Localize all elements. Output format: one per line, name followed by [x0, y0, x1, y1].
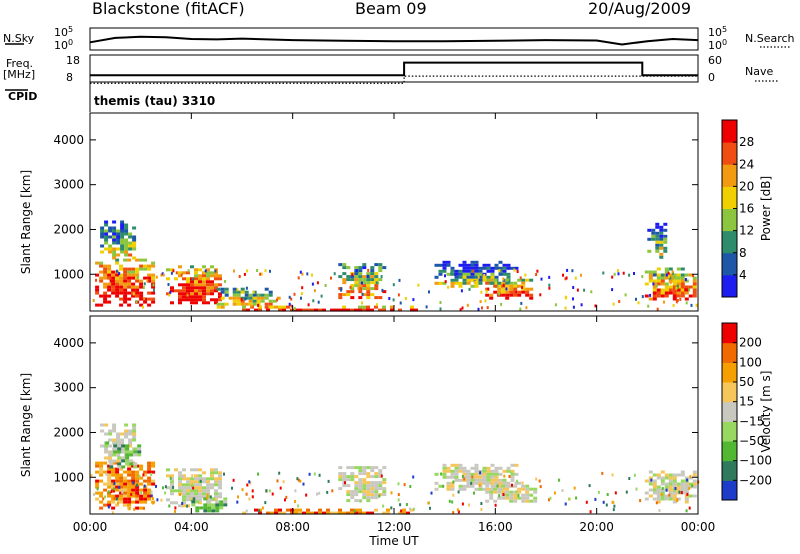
colorbar-label-velocity-3: 15 [739, 395, 754, 409]
echo-region-velocity-5 [338, 466, 387, 503]
colorbar-cell-power-6 [722, 142, 737, 165]
xtick-label-1: 04:00 [174, 520, 209, 534]
echo-region-power-3 [216, 287, 281, 309]
beam-title: Beam 09 [355, 0, 427, 18]
freq-label: Freq. [6, 57, 34, 70]
cpid-label: CPID [8, 90, 38, 103]
xtick-label-3: 12:00 [377, 520, 412, 534]
panel-frame-power [89, 112, 699, 312]
nsky-tick-bottom: 100 [54, 38, 73, 52]
colorbar-label-power-3: 16 [739, 202, 754, 216]
echo-speckles-velocity [90, 471, 700, 515]
echo-region-velocity-3 [191, 497, 228, 513]
ylabel-power: Slant Range [km] [19, 170, 33, 274]
colorbar-label-velocity-4: −15 [739, 414, 764, 428]
colorbar-cell-power-4 [722, 186, 737, 209]
echo-region-power-6 [434, 260, 519, 288]
colorbar-cell-velocity-4 [722, 401, 737, 422]
freq-panel-frame [89, 54, 699, 83]
echo-region-power-9 [647, 222, 668, 259]
nave-tick-top: 60 [708, 54, 722, 67]
ytick-label-velocity-1: 2000 [53, 425, 84, 439]
colorbar-cell-velocity-6 [722, 362, 737, 383]
ytick-label-power-2: 3000 [53, 178, 84, 192]
nave-label: Nave [745, 65, 774, 78]
echo-region-velocity-9 [105, 441, 142, 469]
colorbar-cell-power-2 [722, 230, 737, 254]
colorbar-frame-velocity [721, 322, 738, 501]
nsky-panel-frame [89, 27, 699, 51]
colorbar-label-power-4: 20 [739, 179, 754, 193]
nsearch-tick-top: 105 [708, 25, 727, 39]
echo-region-power-5 [338, 263, 387, 300]
ytick-label-power-1: 2000 [53, 222, 84, 236]
echo-region-velocity-2 [166, 468, 222, 508]
cpid-value: themis (tau) 3310 [94, 94, 216, 108]
colorbar-cell-power-1 [722, 252, 737, 276]
colorbar-label-velocity-1: 100 [739, 355, 762, 369]
nsky-label: N.Sky [3, 32, 35, 45]
xlabel: Time UT [368, 534, 419, 548]
colorbar-label-velocity-2: 50 [739, 375, 754, 389]
ytick-label-velocity-3: 4000 [53, 336, 84, 350]
colorbar-label-velocity-7: −200 [739, 473, 772, 487]
colorbar-label-power-2: 12 [739, 224, 754, 238]
freq-tick-top: 18 [66, 54, 80, 67]
echo-region-velocity-0 [95, 461, 156, 510]
colorbar-title-velocity: Velocity [m s] [759, 370, 773, 452]
colorbar-label-power-1: 8 [739, 246, 747, 260]
nsearch-label: N.Search [745, 32, 795, 45]
echo-region-power-2 [166, 265, 222, 305]
echo-region-power-4 [242, 305, 418, 312]
colorbar-cell-velocity-5 [722, 382, 737, 403]
colorbar-label-power-5: 24 [739, 157, 754, 171]
colorbar-label-velocity-6: −100 [739, 454, 772, 468]
echo-speckles-power [92, 268, 698, 312]
xtick-label-0: 00:00 [73, 520, 108, 534]
xtick-label-6: 00:00 [681, 520, 716, 534]
ytick-label-velocity-0: 1000 [53, 470, 84, 484]
colorbar-cell-power-7 [722, 120, 737, 143]
ylabel-velocity: Slant Range [km] [19, 373, 33, 477]
ytick-label-power-0: 1000 [53, 267, 84, 281]
ytick-label-power-3: 4000 [53, 133, 84, 147]
colorbar-label-power-0: 4 [739, 268, 747, 282]
colorbar-title-power: Power [dB] [759, 176, 773, 241]
date-title: 20/Aug/2009 [588, 0, 692, 18]
colorbar-cell-power-0 [722, 274, 737, 298]
freq-unit-label: [MHz] [3, 68, 36, 81]
nsky-series-line [89, 35, 699, 46]
xtick-label-2: 08:00 [275, 520, 310, 534]
station-title: Blackstone (fitACF) [92, 0, 245, 18]
colorbar-cell-velocity-2 [722, 441, 737, 462]
colorbar-cell-power-3 [722, 208, 737, 232]
colorbar-label-power-6: 28 [739, 135, 754, 149]
freq-tick-bottom: 8 [66, 71, 73, 84]
xtick-label-5: 20:00 [579, 520, 614, 534]
echo-region-velocity-4 [242, 508, 414, 515]
colorbar-cell-velocity-1 [722, 460, 737, 481]
colorbar-cell-velocity-3 [722, 421, 737, 442]
echo-region-power-0 [95, 258, 156, 307]
colorbar-cell-velocity-0 [722, 480, 737, 501]
freq-series-line [90, 61, 698, 77]
echo-region-power-1 [100, 220, 137, 260]
xtick-label-4: 16:00 [478, 520, 513, 534]
colorbar-label-velocity-0: 200 [739, 336, 762, 350]
nsearch-tick-bottom: 100 [708, 38, 727, 52]
colorbar-cell-velocity-8 [722, 323, 737, 344]
colorbar-label-velocity-5: −50 [739, 434, 764, 448]
nave-tick-bottom: 0 [708, 71, 715, 84]
colorbar-cell-power-5 [722, 164, 737, 187]
ytick-label-velocity-2: 3000 [53, 381, 84, 395]
nsky-tick-top: 105 [54, 25, 73, 39]
colorbar-cell-velocity-7 [722, 342, 737, 363]
